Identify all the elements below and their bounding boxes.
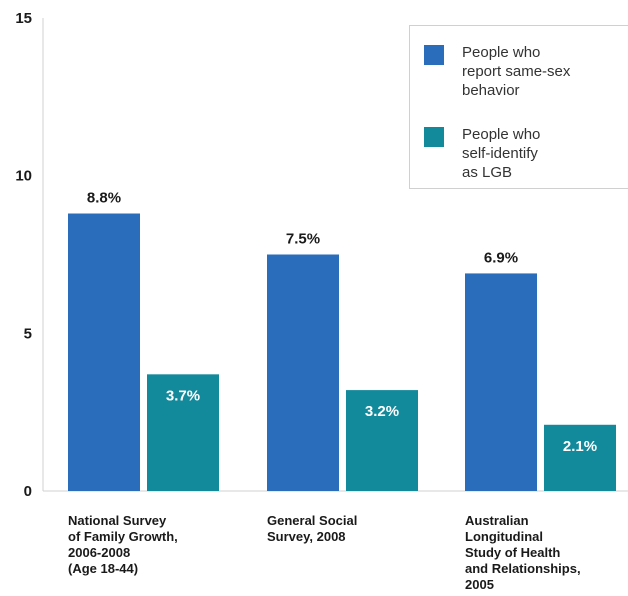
x-category-label: Australian Longitudinal Study of Health and… (465, 513, 628, 593)
bar-series-2-category-1 (147, 374, 219, 491)
legend-label-line: behavior (462, 82, 520, 99)
x-category-label-line: (Age 18-44) (68, 561, 139, 576)
legend-swatch (424, 127, 444, 147)
x-category-label-line: Survey, 2008 (267, 529, 346, 544)
bar-series-2-category-3 (544, 424, 616, 491)
bar-series-1-category-1 (68, 213, 140, 492)
data-label: 7.5% (286, 231, 320, 248)
legend-label-line: as LGB (462, 164, 513, 181)
data-label: 3.7% (166, 387, 200, 404)
y-tick-label: 0 (24, 483, 32, 500)
x-category-label-line: General Social (267, 513, 358, 528)
data-label: 8.8% (87, 190, 121, 207)
y-tick-label: 5 (24, 325, 32, 342)
data-label: 2.1% (563, 438, 597, 455)
bar-series-1-category-2 (267, 254, 339, 491)
x-category-label-line: National Survey (68, 513, 167, 528)
legend-item: People who self-identify as LGB (424, 125, 540, 182)
legend-item: People who report same-sex behavior (424, 43, 570, 100)
legend-label: People who self-identify as LGB (462, 125, 540, 182)
y-tick-label: 15 (15, 10, 32, 27)
data-label: 6.9% (484, 249, 518, 266)
data-label: 3.2% (365, 403, 399, 420)
legend: People who report same-sex behavior People … (409, 25, 628, 189)
x-category-label-line: and Relationships, (465, 561, 581, 576)
y-tick-label: 10 (15, 168, 32, 185)
bar-series-1-category-3 (465, 273, 537, 491)
x-category-label: National Survey of Family Growth, 2006-200… (68, 513, 248, 577)
x-category-label-line: Study of Health (465, 545, 561, 560)
legend-label-line: self-identify (462, 145, 538, 162)
x-category-label-line: 2005 (465, 577, 494, 592)
legend-label: People who report same-sex behavior (462, 43, 570, 100)
x-category-label: General Social Survey, 2008 (267, 513, 447, 545)
legend-swatch (424, 45, 444, 65)
legend-label-line: People who (462, 126, 541, 143)
bar-series-2-category-2 (346, 390, 418, 491)
x-category-label-line: Longitudinal (465, 529, 543, 544)
x-category-label-line: 2006-2008 (68, 545, 131, 560)
x-category-label-line: of Family Growth, (68, 529, 178, 544)
legend-label-line: People who (462, 44, 541, 61)
x-category-label-line: Australian (465, 513, 529, 528)
legend-label-line: report same-sex (462, 63, 571, 80)
